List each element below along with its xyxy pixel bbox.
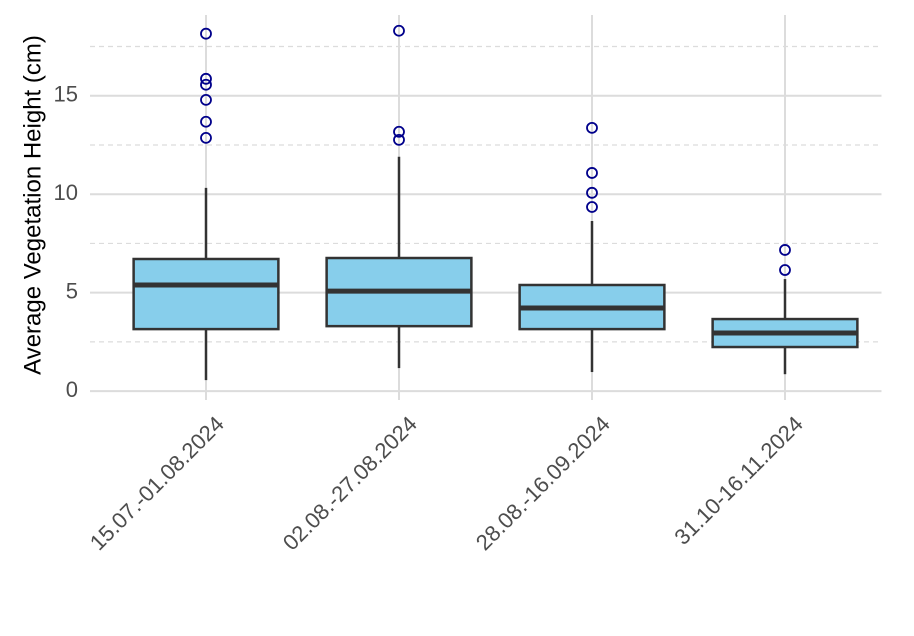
outlier [779,264,791,276]
y-tick-label: 0 [66,377,78,402]
outlier [779,244,791,256]
outlier [200,78,212,91]
outlier [586,121,598,134]
outlier [586,167,598,179]
outlier [393,24,405,37]
y-tick-label: 10 [54,180,78,205]
x-tick-label: 02.08.-27.08.2024 [278,411,422,555]
y-axis-label: Average Vegetation Height (cm) [19,35,46,375]
y-tick-label: 15 [54,82,78,107]
outlier [200,93,212,106]
outlier [586,186,598,199]
outlier [393,125,405,138]
x-tick-label: 15.07.-01.08.2024 [85,411,229,555]
outlier [200,131,212,144]
outlier [200,72,212,85]
outlier [586,201,598,213]
y-tick-label: 5 [66,278,78,303]
outlier [200,27,212,40]
x-tick-label: 31.10-16.11.2024 [669,411,807,549]
outlier [200,115,212,128]
outlier [393,133,405,146]
box [132,257,280,331]
x-tick-label: 28.08.-16.09.2024 [471,411,615,555]
